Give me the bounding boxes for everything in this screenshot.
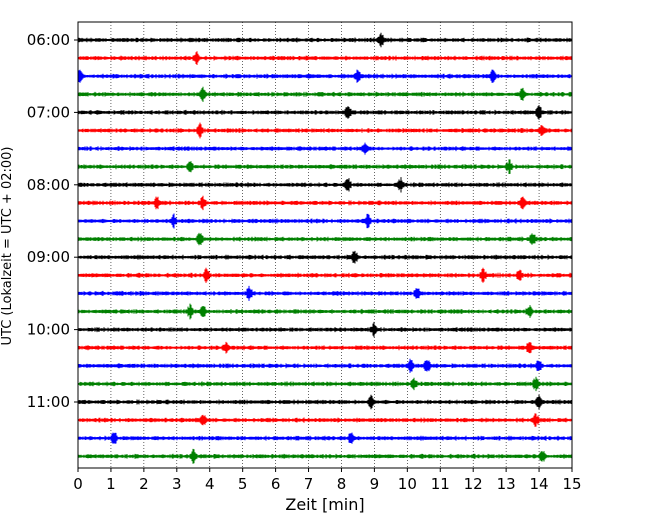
y-tick-label: 07:00	[27, 103, 70, 121]
trace-0815	[77, 195, 573, 211]
x-tick-label: 7	[304, 475, 314, 493]
trace-1115	[77, 413, 573, 427]
x-tick-label: 11	[431, 475, 450, 493]
trace-0930	[77, 285, 573, 301]
y-axis-ticks: 06:00 07:00 08:00 09:00 10:00 11:00	[27, 31, 78, 411]
y-tick-label: 10:00	[27, 321, 70, 339]
trace-0700	[77, 105, 573, 120]
trace-0645	[77, 86, 573, 102]
x-tick-label: 0	[73, 475, 83, 493]
x-axis-label: Zeit [min]	[285, 495, 364, 514]
trace-1145	[77, 448, 573, 464]
trace-1000	[77, 321, 573, 338]
trace-1045	[77, 376, 573, 392]
trace-0630	[77, 69, 573, 83]
x-tick-label: 4	[205, 475, 215, 493]
x-axis-ticks: 0 1 2 3 4 5 6 7 8 9 10 11 12 13 14 15	[73, 468, 582, 493]
x-tick-label: 5	[238, 475, 248, 493]
trace-0945	[77, 303, 573, 320]
x-tick-label: 15	[562, 475, 581, 493]
trace-1030	[77, 358, 573, 373]
trace-series	[77, 32, 573, 464]
trace-0730	[77, 142, 573, 155]
trace-0715	[77, 122, 573, 139]
trace-1015	[77, 341, 573, 354]
x-tick-label: 10	[398, 475, 417, 493]
trace-0615	[77, 51, 573, 65]
trace-1100	[77, 394, 573, 410]
trace-0900	[77, 250, 573, 264]
y-axis-label: UTC (Lokalzeit = UTC + 02:00)	[0, 147, 15, 346]
y-tick-label: 06:00	[27, 31, 70, 49]
trace-1130	[77, 432, 573, 444]
x-tick-label: 9	[370, 475, 380, 493]
y-tick-label: 09:00	[27, 248, 70, 266]
x-tick-label: 6	[271, 475, 281, 493]
x-tick-label: 1	[106, 475, 116, 493]
trace-0830	[77, 213, 573, 229]
trace-0745	[77, 159, 573, 174]
trace-0845	[77, 232, 573, 246]
trace-0800	[77, 177, 573, 193]
x-tick-label: 13	[497, 475, 516, 493]
x-tick-label: 3	[172, 475, 182, 493]
grid-lines	[110, 22, 540, 468]
x-tick-label: 2	[139, 475, 149, 493]
trace-0600	[77, 32, 573, 48]
plot-frame	[77, 21, 573, 469]
x-tick-label: 8	[337, 475, 347, 493]
y-tick-label: 11:00	[27, 393, 70, 411]
x-tick-label: 14	[530, 475, 549, 493]
trace-0915	[77, 267, 573, 283]
x-tick-label: 12	[464, 475, 483, 493]
y-tick-label: 08:00	[27, 176, 70, 194]
